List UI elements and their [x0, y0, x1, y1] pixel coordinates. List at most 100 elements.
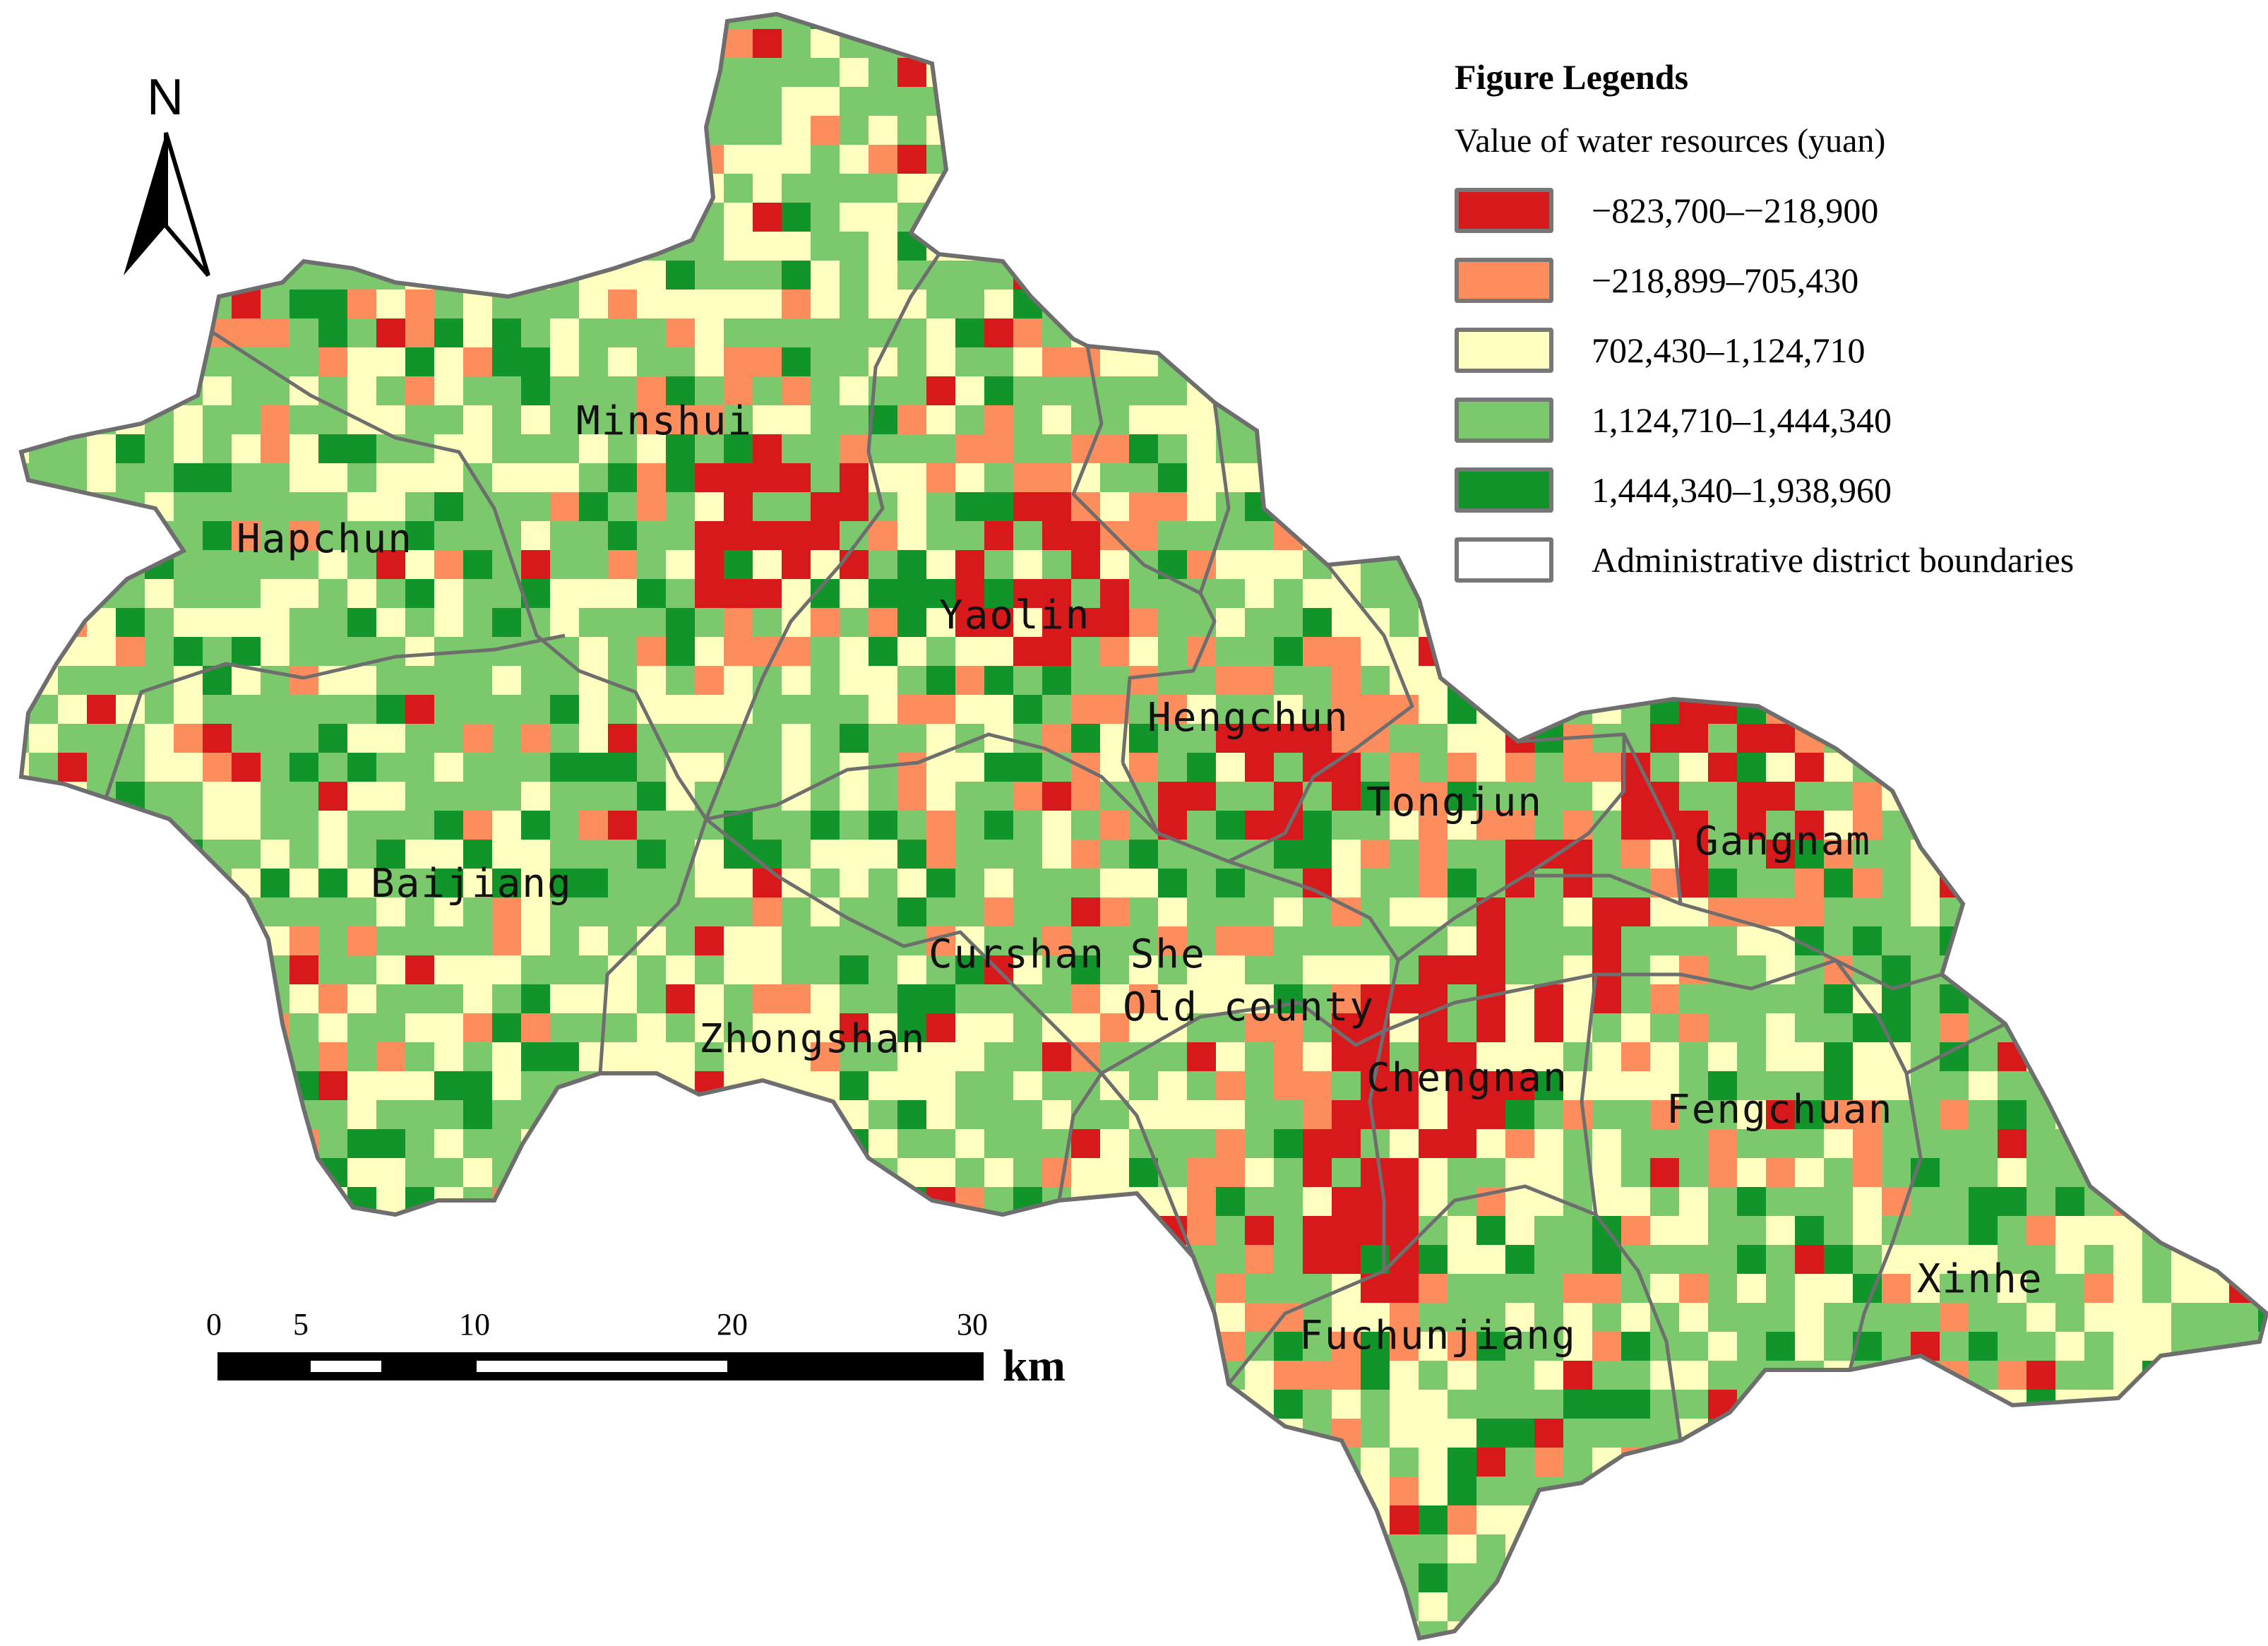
raster-cell — [1737, 1216, 1766, 1245]
raster-cell — [579, 347, 608, 376]
raster-cell — [58, 29, 87, 58]
raster-cell — [1419, 58, 1448, 87]
raster-cell — [347, 116, 376, 145]
raster-cell — [29, 608, 58, 637]
raster-cell — [203, 753, 232, 782]
raster-cell — [753, 1563, 782, 1592]
raster-cell — [869, 840, 897, 869]
raster-cell — [1766, 1216, 1795, 1245]
district-boundary-line — [1227, 563, 1414, 864]
raster-cell — [87, 1477, 116, 1505]
raster-cell — [579, 318, 608, 347]
raster-cell — [1998, 1303, 2027, 1332]
raster-cell — [2258, 14, 2267, 29]
raster-cell — [2258, 1245, 2267, 1274]
raster-cell — [1911, 1563, 1940, 1592]
raster-cell — [1650, 1100, 1679, 1129]
raster-cell — [116, 14, 145, 29]
raster-cell — [521, 1071, 550, 1100]
raster-cell — [1071, 926, 1100, 955]
raster-cell — [1100, 463, 1129, 492]
raster-cell — [724, 1592, 753, 1621]
raster-cell — [782, 1477, 811, 1505]
raster-cell — [1563, 1419, 1592, 1448]
raster-cell — [1071, 869, 1100, 897]
raster-cell — [1216, 984, 1245, 1013]
raster-cell — [984, 29, 1013, 58]
raster-cell — [579, 753, 608, 782]
raster-cell — [1592, 1303, 1621, 1332]
raster-cell — [1303, 1158, 1332, 1187]
raster-cell — [318, 753, 347, 782]
district-label-curshan-she: Curshan She — [929, 931, 1206, 977]
raster-cell — [637, 984, 666, 1013]
raster-cell — [1650, 666, 1679, 695]
raster-cell — [2084, 955, 2113, 984]
raster-cell — [984, 1042, 1013, 1071]
raster-cell — [116, 897, 145, 926]
raster-cell — [1766, 1448, 1795, 1477]
raster-cell — [1042, 666, 1071, 695]
raster-cell — [1071, 840, 1100, 869]
raster-cell — [1274, 405, 1303, 434]
raster-cell — [1274, 1245, 1303, 1274]
raster-cell — [579, 579, 608, 608]
raster-cell — [550, 232, 579, 261]
raster-cell — [637, 29, 666, 58]
raster-cell — [1332, 376, 1361, 405]
raster-cell — [1679, 1563, 1708, 1592]
raster-cell — [1679, 926, 1708, 955]
raster-cell — [1100, 1129, 1129, 1158]
raster-cell — [840, 116, 869, 145]
raster-cell — [2084, 840, 2113, 869]
raster-cell — [695, 1129, 724, 1158]
raster-cell — [1100, 145, 1129, 174]
raster-cell — [695, 261, 724, 290]
raster-cell — [347, 492, 376, 521]
raster-cell — [1100, 984, 1129, 1013]
raster-cell — [2055, 1071, 2084, 1100]
raster-cell — [2171, 1390, 2200, 1419]
raster-cell — [1419, 1448, 1448, 1477]
raster-cell — [2084, 1592, 2113, 1621]
raster-cell — [2171, 695, 2200, 724]
raster-cell — [463, 897, 492, 926]
raster-cell — [2113, 1158, 2142, 1187]
raster-cell — [1274, 1187, 1303, 1216]
raster-cell — [1505, 695, 1534, 724]
raster-cell — [1882, 1563, 1911, 1592]
raster-cell — [926, 492, 955, 521]
raster-cell — [376, 666, 405, 695]
raster-cell — [1013, 608, 1042, 637]
raster-cell — [1100, 579, 1129, 608]
raster-cell — [2113, 1390, 2142, 1419]
raster-cell — [21, 1129, 29, 1158]
raster-cell — [1853, 926, 1882, 955]
raster-cell — [376, 1245, 405, 1274]
raster-cell — [1853, 1592, 1882, 1621]
raster-cell — [897, 145, 926, 174]
raster-cell — [782, 1158, 811, 1187]
raster-cell — [1071, 955, 1100, 984]
raster-cell — [926, 87, 955, 116]
raster-cell — [1419, 1100, 1448, 1129]
raster-cell — [550, 811, 579, 840]
raster-cell — [87, 1042, 116, 1071]
raster-cell — [1419, 29, 1448, 58]
raster-cell — [145, 637, 174, 666]
raster-cell — [318, 955, 347, 984]
raster-cell — [695, 232, 724, 261]
raster-cell — [434, 492, 463, 521]
raster-cell — [116, 290, 145, 318]
raster-cell — [29, 347, 58, 376]
raster-cell — [145, 926, 174, 955]
raster-cell — [521, 926, 550, 955]
raster-cell — [695, 434, 724, 463]
raster-cell — [1129, 1534, 1158, 1563]
raster-cell — [637, 492, 666, 521]
raster-cell — [2171, 1534, 2200, 1563]
raster-cell — [492, 869, 521, 897]
raster-cell — [869, 1013, 897, 1042]
raster-cell — [550, 1100, 579, 1129]
raster-cell — [21, 116, 29, 145]
